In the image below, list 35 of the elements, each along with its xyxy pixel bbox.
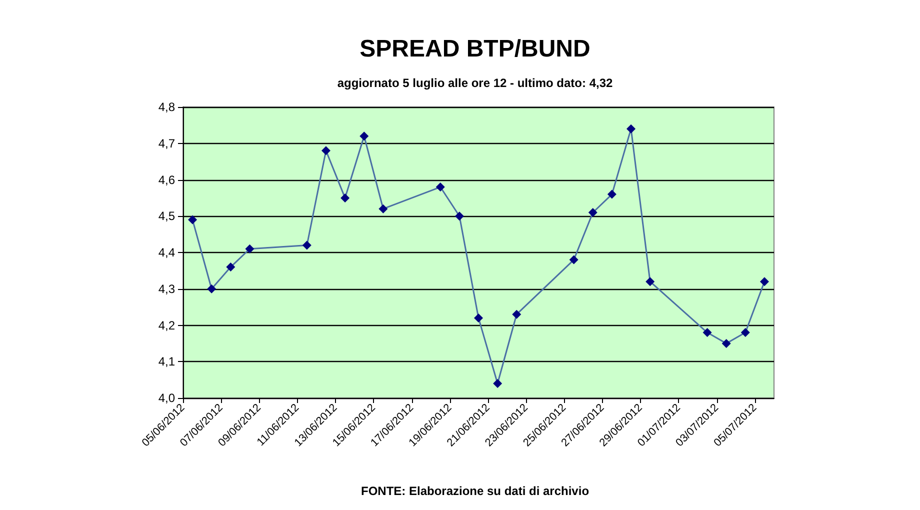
y-tick-label: 4,2	[158, 318, 176, 332]
point	[646, 277, 655, 286]
y-tick-label: 4,6	[158, 172, 176, 187]
chart-title: SPREAD BTP/BUND	[360, 36, 590, 62]
point	[321, 146, 330, 156]
point	[588, 208, 598, 217]
point	[226, 262, 236, 272]
point	[702, 328, 712, 338]
point	[493, 378, 502, 388]
point	[378, 204, 388, 214]
y-tick-label: 4,1	[158, 354, 176, 369]
point	[740, 328, 750, 338]
point	[436, 182, 445, 192]
point	[626, 124, 636, 134]
y-tick-label: 4,3	[158, 282, 176, 296]
y-tick-label: 4,0	[158, 391, 176, 405]
point	[722, 338, 731, 348]
source-note: FONTE: Elaborazione su dati di archivio	[360, 484, 590, 498]
point	[340, 193, 350, 202]
point	[760, 277, 769, 286]
y-tick-label: 4,4	[158, 246, 176, 260]
point	[188, 215, 198, 224]
point	[454, 212, 464, 221]
y-tick-label: 4,7	[158, 136, 176, 150]
point	[569, 255, 578, 264]
point	[360, 132, 369, 141]
y-tick-label: 4,8	[158, 100, 176, 114]
point	[607, 190, 616, 199]
y-tick-label: 4,5	[158, 209, 176, 224]
point	[207, 284, 216, 294]
point	[245, 244, 254, 254]
point	[474, 313, 483, 322]
point	[302, 240, 312, 250]
chart-subtitle: aggiornato 5 luglio alle ore 12 - ultimo dato: 4,32	[337, 76, 614, 90]
point	[512, 310, 522, 319]
